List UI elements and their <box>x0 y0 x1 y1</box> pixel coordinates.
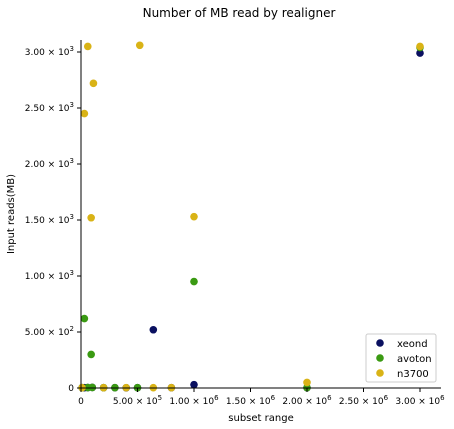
data-point-avoton <box>88 383 97 392</box>
legend-marker-avoton <box>376 354 384 362</box>
data-point-avoton <box>80 314 89 323</box>
data-point-n3700 <box>89 79 98 88</box>
data-point-n3700 <box>416 42 424 51</box>
y-tick-label: 0 <box>68 384 74 394</box>
x-tick-label: 3.00 × 106 <box>395 394 445 407</box>
y-tick-label: 5.00 × 102 <box>25 325 74 338</box>
y-tick-label: 2.00 × 103 <box>25 157 74 170</box>
plot-area <box>78 41 424 392</box>
data-point-n3700 <box>87 213 95 222</box>
data-point-avoton <box>190 277 198 286</box>
x-tick-label: 0 <box>78 397 84 407</box>
data-point-n3700 <box>83 42 92 51</box>
legend-box <box>365 333 437 383</box>
legend-label-n3700: n3700 <box>397 369 429 380</box>
legend-label-xeond: xeond <box>397 339 428 350</box>
data-point-xeond <box>149 325 158 334</box>
chart-title: Number of MB read by realigner <box>143 6 336 20</box>
data-point-n3700 <box>80 109 89 118</box>
x-tick-label: 5.00 × 105 <box>113 394 162 407</box>
x-tick-label: 1.50 × 106 <box>226 394 276 407</box>
data-point-n3700 <box>190 212 198 221</box>
x-tick-label: 2.00 × 106 <box>282 394 332 407</box>
x-axis-label: subset range <box>228 413 293 424</box>
data-point-avoton <box>87 350 95 359</box>
y-tick-label: 2.50 × 103 <box>25 101 74 114</box>
y-axis-ticks: 0 5.00 × 102 1.00 × 103 1.50 × 103 2.00 × 10… <box>25 45 81 394</box>
data-point-xeond <box>190 380 198 389</box>
data-point-xeond <box>416 49 424 57</box>
x-tick-label: 2.50 × 106 <box>339 394 389 407</box>
legend-marker-xeond <box>376 339 384 347</box>
data-point-n3700 <box>135 41 144 50</box>
x-axis-ticks: 0 5.00 × 105 1.00 × 106 1.50 × 106 2.00 × 10… <box>78 388 445 407</box>
y-axis-label: Input reads(MB) <box>6 174 17 254</box>
data-point-n3700 <box>303 378 311 387</box>
y-tick-label: 1.50 × 103 <box>25 213 74 226</box>
y-tick-label: 1.00 × 103 <box>25 269 74 282</box>
y-tick-label: 3.00 × 103 <box>25 45 74 58</box>
legend-label-avoton: avoton <box>397 354 432 365</box>
legend-marker-n3700 <box>376 369 384 377</box>
x-tick-label: 1.00 × 106 <box>169 394 219 407</box>
legend: xeond avoton n3700 <box>365 333 437 383</box>
